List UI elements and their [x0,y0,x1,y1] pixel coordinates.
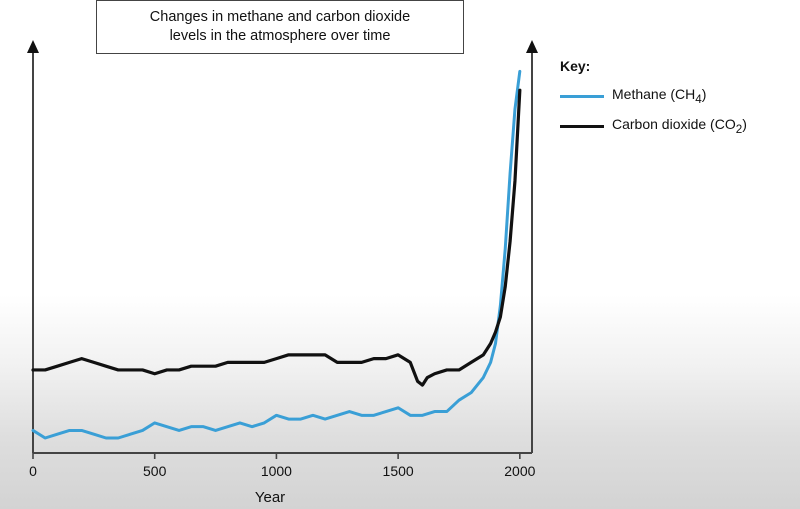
legend-swatch-carbon-dioxide [560,124,604,128]
series-group [31,69,522,440]
chart-title-line-1: Changes in methane and carbon dioxide [149,9,411,25]
x-tick-label-2000: 2000 [504,463,535,479]
x-tick-label-500: 500 [143,463,167,479]
legend: Key: Methane (CH4) Carbon dioxide (CO2) [560,58,795,146]
legend-title: Key: [560,58,591,74]
y-axis-right-arrow-icon [526,40,538,53]
methane-series-line [31,69,522,440]
legend-label-methane: Methane (CH4) [612,86,707,106]
legend-item-carbon-dioxide: Carbon dioxide (CO2) [560,116,795,136]
x-axis-ticks: 0 500 1000 1500 2000 [29,453,536,479]
x-tick-label-1500: 1500 [383,463,414,479]
legend-swatch-methane [560,94,604,98]
y-axis-left-arrow-icon [27,40,39,53]
chart-title-box: Changes in methane and carbon dioxide le… [96,0,464,54]
x-tick-label-1000: 1000 [261,463,292,479]
legend-label-carbon-dioxide: Carbon dioxide (CO2) [612,116,747,136]
chart-title-line-2: levels in the atmosphere over time [169,28,391,44]
x-axis-label: Year [255,489,285,506]
legend-item-methane: Methane (CH4) [560,86,795,106]
x-tick-label-0: 0 [29,463,37,479]
carbon-dioxide-series-line [31,88,522,387]
